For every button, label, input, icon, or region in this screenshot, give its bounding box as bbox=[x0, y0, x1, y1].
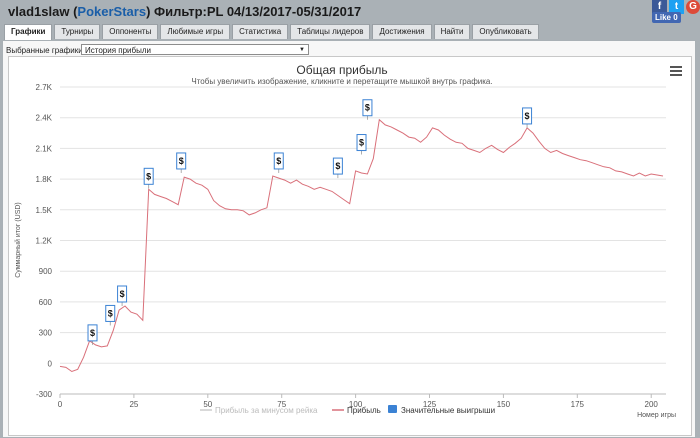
chart-title: Общая прибыль bbox=[296, 63, 388, 77]
tab-publish[interactable]: Опубликовать bbox=[472, 24, 539, 39]
filter-text: ) Фильтр:PL 04/13/2017-05/31/2017 bbox=[146, 4, 362, 19]
username: vlad1slaw bbox=[8, 4, 70, 19]
google-plus-icon[interactable]: G bbox=[686, 0, 700, 14]
graph-select-value: История прибыли bbox=[85, 46, 151, 55]
social-bar: f t G Like 0 bbox=[652, 0, 700, 23]
graph-select-label: Выбранные графики: bbox=[6, 46, 85, 55]
tab-opponents[interactable]: Оппоненты bbox=[102, 24, 159, 39]
like-button[interactable]: Like 0 bbox=[652, 12, 681, 23]
facebook-icon[interactable]: f bbox=[652, 0, 667, 14]
tab-search[interactable]: Найти bbox=[433, 24, 471, 39]
room-link[interactable]: PokerStars bbox=[77, 4, 147, 19]
twitter-icon[interactable]: t bbox=[669, 0, 684, 14]
tab-tournaments[interactable]: Турниры bbox=[54, 24, 101, 39]
tab-favorite-games[interactable]: Любимые игры bbox=[160, 24, 231, 39]
graph-select[interactable]: История прибыли ▼ bbox=[81, 44, 309, 55]
chart-container[interactable] bbox=[8, 56, 692, 436]
chart-subtitle: Чтобы увеличить изображение, кликните и … bbox=[191, 77, 493, 86]
chevron-down-icon: ▼ bbox=[299, 47, 305, 53]
tab-achievements[interactable]: Достижения bbox=[372, 24, 432, 39]
open-paren: ( bbox=[73, 4, 78, 19]
tab-statistics[interactable]: Статистика bbox=[232, 24, 289, 39]
tab-leaderboards[interactable]: Таблицы лидеров bbox=[290, 24, 371, 39]
tab-graphs[interactable]: Графики bbox=[4, 24, 53, 40]
tab-bar: Графики Турниры Оппоненты Любимые игры С… bbox=[4, 24, 541, 40]
chart-menu-icon[interactable] bbox=[670, 66, 682, 76]
page-title: vlad1slaw (PokerStars) Фильтр:PL 04/13/2… bbox=[8, 4, 361, 19]
